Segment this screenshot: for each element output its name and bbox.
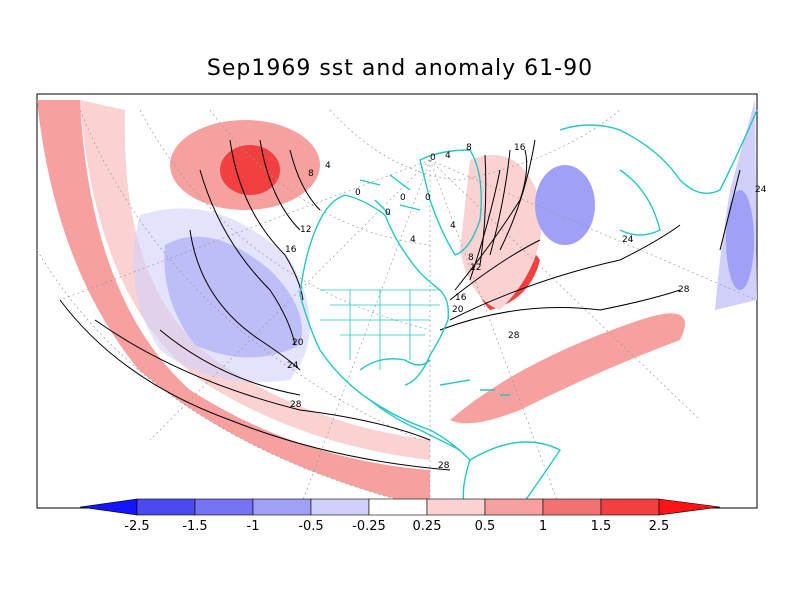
colorbar-tick-label: -1 <box>247 519 260 534</box>
colorbar-segment <box>136 498 196 516</box>
map-title: Sep1969 sst and anomaly 61-90 <box>206 56 594 81</box>
colorbar-tick-label: -0.5 <box>298 519 323 534</box>
tropical-atlantic-warm <box>450 313 685 424</box>
nw-europe-cold <box>726 190 754 290</box>
coastlines <box>299 109 758 509</box>
contour-label: 20 <box>292 338 304 348</box>
colorbar-segment <box>542 498 602 516</box>
contour-labels: 0 0 0 0 0 4 4 4 4 8 8 8 12 12 16 16 16 2… <box>285 143 767 471</box>
aleutian-warm-core <box>220 145 280 195</box>
colorbar-segment <box>252 498 312 516</box>
colorbar-segment <box>310 498 370 516</box>
anomaly-shading <box>37 100 757 508</box>
colorbar-tick-label: 0.25 <box>413 519 442 534</box>
contour-label: 0 <box>430 153 436 163</box>
outer-warm-band <box>37 100 430 508</box>
gulf-coast <box>359 358 431 371</box>
north-atlantic-cold <box>535 165 595 245</box>
contour-label: 0 <box>355 188 361 198</box>
atlantic-warm-light <box>460 155 542 310</box>
contour-label: 8 <box>466 143 472 153</box>
contour-label: 4 <box>445 151 451 161</box>
contour-label: 20 <box>452 305 464 315</box>
contour-label: 16 <box>285 245 297 255</box>
contour-label: 28 <box>438 461 450 471</box>
us-state-lines <box>320 289 440 370</box>
contour-label: 8 <box>468 253 474 263</box>
north-america-coast <box>299 194 461 451</box>
colorbar-segment <box>368 498 428 516</box>
colorbar-tick-label: 0.5 <box>475 519 496 534</box>
contour-label: 4 <box>450 221 456 231</box>
colorbar-tick-label: 1.5 <box>591 519 612 534</box>
colorbar-tick-label: -1.5 <box>182 519 207 534</box>
pacific-cold-light <box>133 208 310 382</box>
colorbar-segment <box>194 498 254 516</box>
colorbar-tick-label: -2.5 <box>124 519 149 534</box>
greenland-coast <box>419 149 482 256</box>
contour-label: 4 <box>410 235 416 245</box>
contour-label: 24 <box>755 185 767 195</box>
colorbar-segment <box>426 498 486 516</box>
contour-label: 28 <box>508 331 520 341</box>
colorbar-right-arrow <box>658 498 721 516</box>
contour-label: 0 <box>385 208 391 218</box>
contour-label: 16 <box>455 293 467 303</box>
contour-label: 16 <box>514 143 526 153</box>
colorbar-segment <box>484 498 544 516</box>
contour-label: 12 <box>300 225 311 235</box>
contour-label: 12 <box>470 263 481 273</box>
sst-contours <box>59 139 741 471</box>
caribbean-islands <box>439 379 510 396</box>
colorbar-tick-label: -0.25 <box>352 519 386 534</box>
canadian-archipelago <box>359 174 421 216</box>
colorbar-tick-label: 2.5 <box>649 519 670 534</box>
contour-label: 8 <box>308 169 314 179</box>
graticule <box>36 109 758 509</box>
colorbar-segment <box>600 498 660 516</box>
contour-label: 4 <box>325 161 331 171</box>
contour-label: 0 <box>400 193 406 203</box>
europe-coast <box>559 109 758 236</box>
contour-label: 28 <box>290 400 302 410</box>
contour-label: 0 <box>425 193 431 203</box>
colorbar: -2.5 -1.5 -1 -0.5 -0.25 0.25 0.5 1 1.5 2… <box>79 498 721 534</box>
contour-label: 24 <box>287 361 299 371</box>
central-america-coast <box>369 399 471 461</box>
contour-label: 28 <box>678 285 690 295</box>
colorbar-tick-label: 1 <box>539 519 547 534</box>
contour-label: 24 <box>622 235 634 245</box>
